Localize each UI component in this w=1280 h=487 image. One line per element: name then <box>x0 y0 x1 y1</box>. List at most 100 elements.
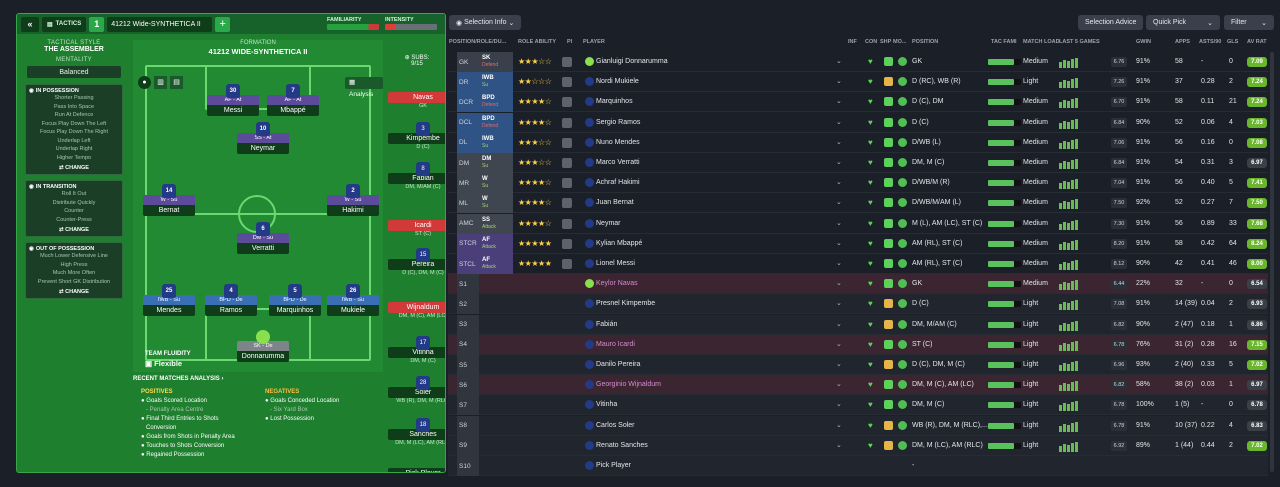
col-inf[interactable]: INF <box>848 39 857 45</box>
pi-icon[interactable] <box>562 77 572 88</box>
row-dropdown-icon[interactable]: ⌄ <box>836 118 842 126</box>
player-role[interactable]: W - Su <box>143 195 195 205</box>
position-slot[interactable]: GK <box>459 58 469 66</box>
tactic-name-select[interactable]: 41212 Wide-SYNTHETICA II <box>107 16 213 32</box>
table-row[interactable]: S7 Vitinha ⌄ ♥ DM, M (C) Light 6.78 100% 1 (5) - 0… <box>448 395 1268 416</box>
player-name[interactable]: Georginio Wijnaldum <box>596 381 661 389</box>
col-apps[interactable]: APPS <box>1175 39 1190 45</box>
position-slot[interactable]: AMC <box>459 220 474 228</box>
player-name[interactable]: Nuno Mendes <box>596 138 640 146</box>
position-slot[interactable]: DCL <box>459 119 473 127</box>
sub-card[interactable]: 8 Fabián DM, M/AM (C) <box>388 162 445 193</box>
position-slot[interactable]: DL <box>459 139 468 147</box>
role-duty[interactable]: AF Attack <box>479 233 513 254</box>
selection-advice-button[interactable]: Selection Advice <box>1078 15 1144 30</box>
player-role[interactable]: IWB - Su <box>327 295 379 305</box>
sub-card[interactable]: Icardi ST (C) <box>388 220 445 240</box>
col-position[interactable]: POSITION <box>912 39 939 45</box>
pi-icon[interactable] <box>562 137 572 148</box>
position-slot[interactable]: DM <box>459 159 470 167</box>
player-name[interactable]: Mauro Icardi <box>596 340 635 348</box>
player-name[interactable]: Sergio Ramos <box>596 118 641 126</box>
player-name[interactable]: Kylian Mbappé <box>596 239 643 247</box>
player-name[interactable]: Vitinha <box>596 401 618 409</box>
add-tactic-button[interactable]: + <box>215 16 231 32</box>
player-name[interactable]: Marco Verratti <box>596 159 640 166</box>
table-row[interactable]: S3 Fabián ⌄ ♥ DM, M/AM (C) Light 6.82 90% 2 (47)… <box>448 314 1268 335</box>
position-slot[interactable]: S8 <box>459 422 467 430</box>
col-gwin[interactable]: GWIN <box>1136 39 1151 45</box>
position-slot[interactable]: S4 <box>459 341 467 349</box>
table-row[interactable]: STCR AF Attack ★★★★★ Kylian Mbappé ⌄ ♥ AM (RL),… <box>448 233 1268 254</box>
position-slot[interactable]: S5 <box>459 361 467 369</box>
position-slot[interactable]: S1 <box>459 280 467 288</box>
table-row[interactable]: DR IWB Su ★★☆☆☆ Nordi Mukiele ⌄ ♥ D (RC), WB (R… <box>448 72 1268 93</box>
player-view-icon[interactable]: ● <box>138 76 151 89</box>
player-role[interactable]: BPD - De <box>269 295 321 305</box>
row-dropdown-icon[interactable]: ⌄ <box>836 78 842 86</box>
list-view-icon[interactable]: ▤ <box>170 76 183 89</box>
player-name[interactable]: Renato Sanches <box>596 441 648 449</box>
role-duty[interactable]: IWB Su <box>479 72 513 93</box>
analysis-button[interactable]: ▦ Analysis <box>345 77 383 98</box>
col-last5[interactable]: LAST 5 GAMES <box>1059 39 1100 45</box>
player-role[interactable]: SS - At <box>237 133 289 143</box>
role-duty[interactable]: IWB Su <box>479 132 513 153</box>
role-duty[interactable]: SK Defend <box>479 52 513 72</box>
sub-card[interactable]: 3 Kimpembe D (C) <box>388 122 445 153</box>
table-row[interactable]: STCL AF Attack ★★★★★ Lionel Messi ⌄ ♥ AM (RL), … <box>448 254 1268 274</box>
row-dropdown-icon[interactable]: ⌄ <box>836 159 842 166</box>
pi-icon[interactable] <box>562 158 572 168</box>
player-name[interactable]: Gianluigi Donnarumma <box>596 58 668 65</box>
row-dropdown-icon[interactable]: ⌄ <box>836 401 842 409</box>
player-name[interactable]: Presnel Kimpembe <box>596 300 656 308</box>
sub-card[interactable]: 18 Sanches DM, M (LC), AM (RLC) <box>388 418 445 449</box>
table-row[interactable]: DCR BPD Defend ★★★★☆ Marquinhos ⌄ ♥ D (C), DM Me… <box>448 92 1268 113</box>
position-slot[interactable]: S6 <box>459 381 467 389</box>
table-row[interactable]: ML W Su ★★★★☆ Juan Bernat ⌄ ♥ D/WB/M/AM (L) Medi… <box>448 193 1268 214</box>
pi-icon[interactable] <box>562 238 572 249</box>
row-dropdown-icon[interactable]: ⌄ <box>836 98 842 106</box>
sub-card[interactable]: Pick Player <box>388 468 445 472</box>
player-name[interactable]: Nordi Mukiele <box>596 78 639 86</box>
selection-info-button[interactable]: ◉ Selection Info ⌄ <box>449 15 522 30</box>
position-slot[interactable]: STCL <box>459 260 476 268</box>
table-row[interactable]: AMC SS Attack ★★★★☆ Neymar ⌄ ♥ M (L), AM (LC), … <box>448 213 1268 234</box>
row-dropdown-icon[interactable]: ⌄ <box>836 340 842 348</box>
position-slot[interactable]: S3 <box>459 321 467 329</box>
position-slot[interactable]: S10 <box>459 462 471 470</box>
sub-card[interactable]: Wijnaldum DM, M (C), AM (LC) <box>388 302 445 322</box>
table-row[interactable]: DL IWB Su ★★★☆☆ Nuno Mendes ⌄ ♥ D/WB (L) Medium 7… <box>448 132 1268 153</box>
role-duty[interactable]: W Su <box>479 193 513 214</box>
player-name[interactable]: Achraf Hakimi <box>596 179 640 187</box>
table-row[interactable]: S1 Keylor Navas ⌄ ♥ GK Medium 6.44 22% 32 - 0 6.54 <box>448 274 1268 295</box>
player-name[interactable]: Lionel Messi <box>596 260 635 267</box>
player-card[interactable]: 6 DM - Su Verratti <box>237 222 289 254</box>
player-role[interactable]: AF - At <box>267 95 319 105</box>
table-row[interactable]: S9 Renato Sanches ⌄ ♥ DM, M (LC), AM (RLC) Li… <box>448 435 1268 456</box>
row-dropdown-icon[interactable]: ⌄ <box>836 421 842 429</box>
table-scrollbar[interactable] <box>1270 52 1274 472</box>
row-dropdown-icon[interactable]: ⌄ <box>836 58 842 65</box>
role-duty[interactable]: AF Attack <box>479 254 513 274</box>
out-possession-change-button[interactable]: ⇄ CHANGE <box>59 289 89 295</box>
col-tac-fami[interactable]: TAC FAMI <box>991 39 1017 45</box>
col-pi[interactable]: PI <box>567 39 573 45</box>
in-transition-change-button[interactable]: ⇄ CHANGE <box>59 227 89 233</box>
player-name[interactable]: Neymar <box>596 219 621 227</box>
position-slot[interactable]: STCR <box>459 240 477 248</box>
table-row[interactable]: S10 Pick Player - <box>448 456 1268 476</box>
table-row[interactable]: S4 Mauro Icardi ⌄ ♥ ST (C) Light 6.78 76% 31 (2)… <box>448 334 1268 355</box>
position-slot[interactable]: MR <box>459 179 470 187</box>
pi-icon[interactable] <box>562 117 572 128</box>
recent-analysis-title[interactable]: RECENT MATCHES ANALYSIS › <box>133 376 224 382</box>
position-slot[interactable]: S7 <box>459 401 467 409</box>
sub-card[interactable]: 17 Vitinha DM, M (C) <box>388 336 445 367</box>
table-row[interactable]: DM DM Su ★★★☆☆ Marco Verratti ⌄ ♥ DM, M (C) Medi… <box>448 153 1268 173</box>
player-card[interactable]: 30 AF - At Messi <box>207 84 259 116</box>
sub-card[interactable]: 15 Pereira D (C), DM, M (C) <box>388 248 445 279</box>
filter-button[interactable]: Filter ⌄ <box>1224 15 1274 30</box>
col-con[interactable]: CON <box>865 39 878 45</box>
col-shp[interactable]: SHP <box>880 39 892 45</box>
